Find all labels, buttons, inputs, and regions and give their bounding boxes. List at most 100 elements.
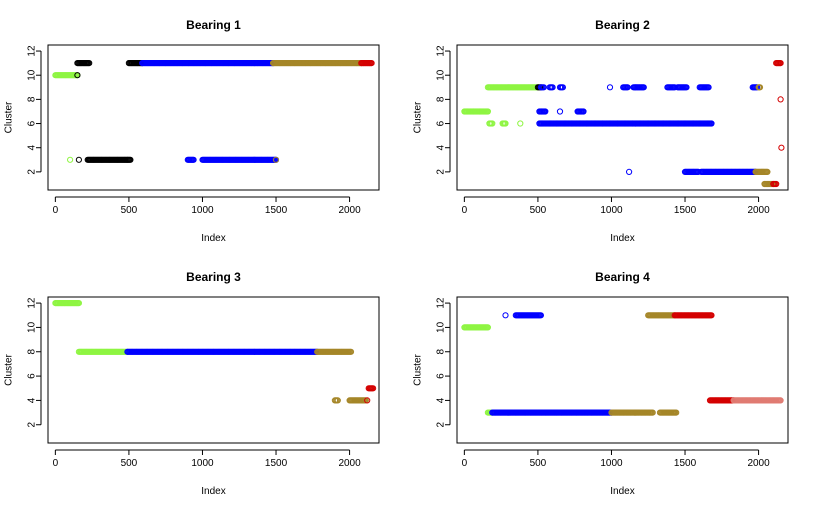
bearing-2-plot: Bearing 2 0 500 1000 1500 2000 Index 2 4 6 8 10 12 Cl… (413, 18, 789, 244)
data-point (75, 156, 83, 163)
y-tick-label: 12 (27, 45, 38, 57)
data-point (364, 397, 371, 404)
data-point (370, 385, 377, 392)
data-point (489, 120, 496, 127)
bearing-4-plot: Bearing 4 0 500 1000 1500 2000 Index 2 4 6 8 10 12 Cl… (413, 270, 789, 497)
data-point (559, 84, 567, 91)
y-tick-label: 6 (27, 120, 38, 126)
x-axis-label: Index (201, 233, 225, 244)
data-point (673, 409, 680, 416)
data-point (640, 84, 647, 91)
x-tick-label: 2000 (338, 458, 361, 469)
y-tick-label: 10 (27, 69, 38, 81)
plot-frame (47, 44, 380, 191)
x-axis-label: Index (610, 233, 634, 244)
x-tick-label: 1500 (265, 205, 288, 216)
x-tick-label: 500 (121, 205, 138, 216)
y-tick-label: 2 (436, 169, 447, 175)
plot-title: Bearing 1 (186, 18, 241, 32)
x-tick-label: 0 (53, 205, 59, 216)
y-tick-label: 4 (27, 144, 38, 150)
data-point (347, 348, 355, 355)
x-tick-label: 0 (462, 205, 468, 216)
y-tick-label: 2 (27, 422, 38, 428)
y-tick-label: 4 (436, 144, 447, 150)
data-point (777, 397, 784, 404)
plot-frame (47, 296, 380, 444)
y-tick-label: 4 (27, 397, 38, 403)
x-tick-label: 2000 (747, 458, 770, 469)
x-tick-label: 1500 (674, 205, 697, 216)
data-point (764, 168, 771, 175)
data-point (537, 312, 545, 319)
data-point (708, 120, 715, 127)
x-tick-label: 500 (121, 458, 138, 469)
y-tick-label: 12 (436, 45, 447, 57)
plot-frame (456, 296, 789, 444)
x-tick-label: 500 (530, 205, 547, 216)
y-tick-label: 10 (436, 321, 447, 333)
y-tick-label: 6 (436, 120, 447, 126)
data-point (517, 120, 524, 127)
data-point (86, 60, 93, 67)
x-tick-label: 0 (53, 458, 59, 469)
x-tick-label: 1000 (191, 205, 214, 216)
y-tick-label: 4 (436, 397, 447, 403)
data-point (649, 409, 656, 416)
data-point (606, 84, 614, 91)
x-tick-label: 0 (462, 458, 468, 469)
y-tick-label: 8 (436, 96, 447, 102)
plot-frame (456, 44, 789, 191)
data-point (580, 108, 587, 115)
y-axis-label: Cluster (413, 101, 424, 133)
y-tick-label: 8 (27, 349, 38, 355)
data-point (502, 120, 509, 127)
data-point (334, 397, 341, 404)
x-tick-label: 500 (530, 458, 547, 469)
bearing-3-plot: Bearing 3 0 500 1000 1500 2000 Index 2 4 6 8 10 12 Cl… (4, 270, 380, 497)
x-tick-label: 1500 (674, 458, 697, 469)
data-point (67, 156, 74, 163)
y-tick-label: 6 (436, 373, 447, 379)
data-point (127, 156, 134, 163)
x-axis-label: Index (610, 486, 634, 497)
y-tick-label: 8 (27, 96, 38, 102)
data-point (272, 156, 280, 163)
data-point (756, 84, 764, 91)
data-point (626, 168, 633, 175)
y-tick-label: 2 (27, 169, 38, 175)
data-point (484, 108, 491, 115)
data-point (484, 324, 491, 331)
x-tick-label: 1500 (265, 458, 288, 469)
data-point (368, 60, 375, 67)
y-tick-label: 10 (27, 321, 38, 333)
data-point (190, 156, 197, 163)
plot-title: Bearing 3 (186, 270, 241, 284)
x-tick-label: 1000 (600, 205, 623, 216)
y-tick-label: 8 (436, 349, 447, 355)
y-tick-label: 10 (436, 69, 447, 81)
y-axis-label: Cluster (413, 353, 424, 385)
data-point (624, 84, 631, 91)
y-tick-label: 6 (27, 373, 38, 379)
data-point (74, 72, 81, 79)
x-tick-label: 1000 (191, 458, 214, 469)
y-tick-label: 12 (436, 297, 447, 309)
x-tick-label: 2000 (747, 205, 770, 216)
plot-title: Bearing 2 (595, 18, 650, 32)
data-point (708, 312, 715, 319)
data-point (549, 84, 556, 91)
data-point (542, 108, 549, 115)
data-point (556, 108, 564, 115)
plot-title: Bearing 4 (595, 270, 650, 284)
data-point (540, 84, 547, 91)
data-point (778, 144, 785, 151)
x-axis-label: Index (201, 486, 225, 497)
x-tick-label: 2000 (338, 205, 361, 216)
data-point (777, 96, 784, 103)
bearing-1-plot: Bearing 1 0 500 1000 1500 2000 Index 2 4 6 8 10 12 Cl… (4, 18, 380, 244)
data-point (777, 60, 784, 67)
y-tick-label: 2 (436, 422, 447, 428)
x-tick-label: 1000 (600, 458, 623, 469)
